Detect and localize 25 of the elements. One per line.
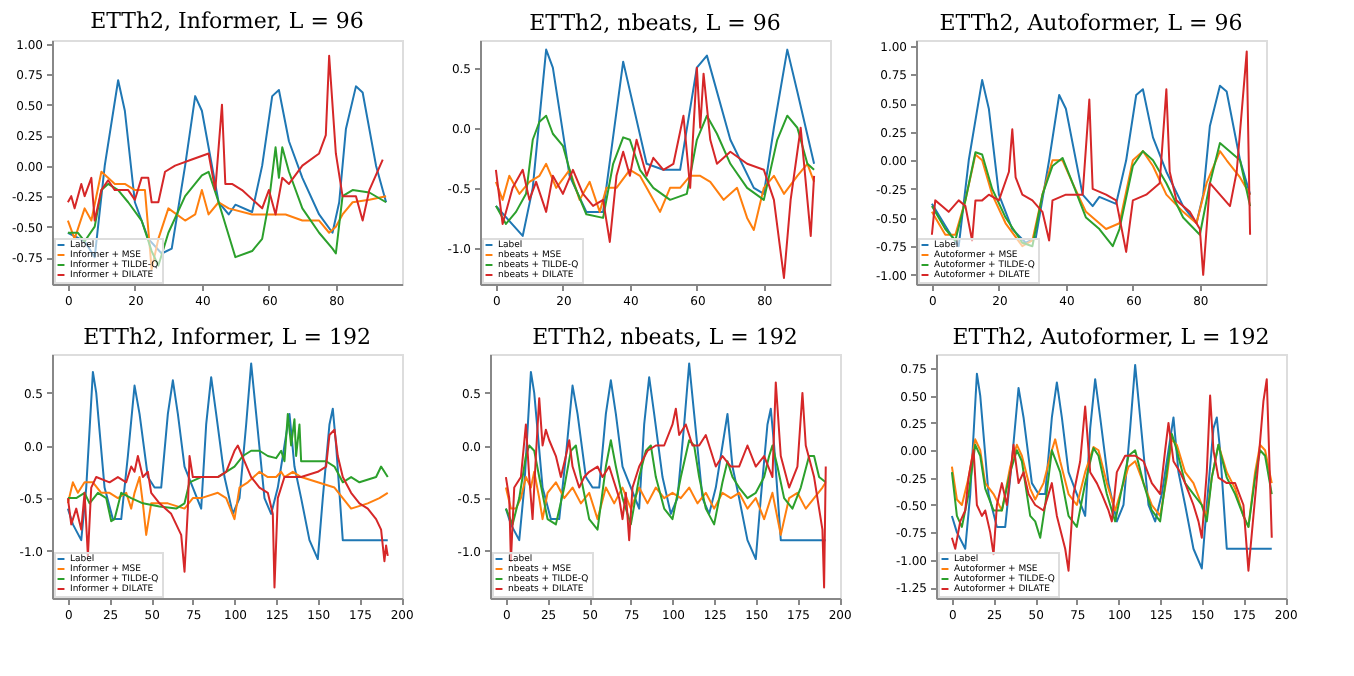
line-series: [66, 412, 389, 523]
line-series: [66, 170, 388, 271]
line-series: [504, 439, 827, 531]
line-series: [494, 162, 816, 231]
line-series: [66, 54, 384, 222]
line-series: [930, 50, 1252, 276]
chart-title: ETTh2, Autoformer, L = 192: [952, 324, 1270, 350]
chart-title: ETTh2, nbeats, L = 192: [532, 324, 798, 350]
line-series: [494, 48, 816, 237]
line-series: [950, 432, 1273, 539]
chart-title: ETTh2, Autoformer, L = 96: [939, 9, 1243, 36]
line-series: [504, 381, 827, 589]
chart-title: ETTh2, nbeats, L = 96: [529, 10, 781, 36]
line-series: [66, 470, 389, 536]
line-series: [494, 114, 816, 225]
line-series: [66, 362, 389, 561]
line-series: [66, 428, 389, 589]
line-series: [504, 470, 827, 536]
line-series: [504, 362, 827, 561]
line-series: [930, 79, 1252, 248]
line-series: [66, 146, 388, 267]
chart-title: ETTh2, Informer, L = 96: [90, 7, 364, 34]
line-series: [494, 66, 816, 279]
line-series: [66, 79, 388, 259]
chart-title: ETTh2, Informer, L = 192: [83, 324, 371, 350]
